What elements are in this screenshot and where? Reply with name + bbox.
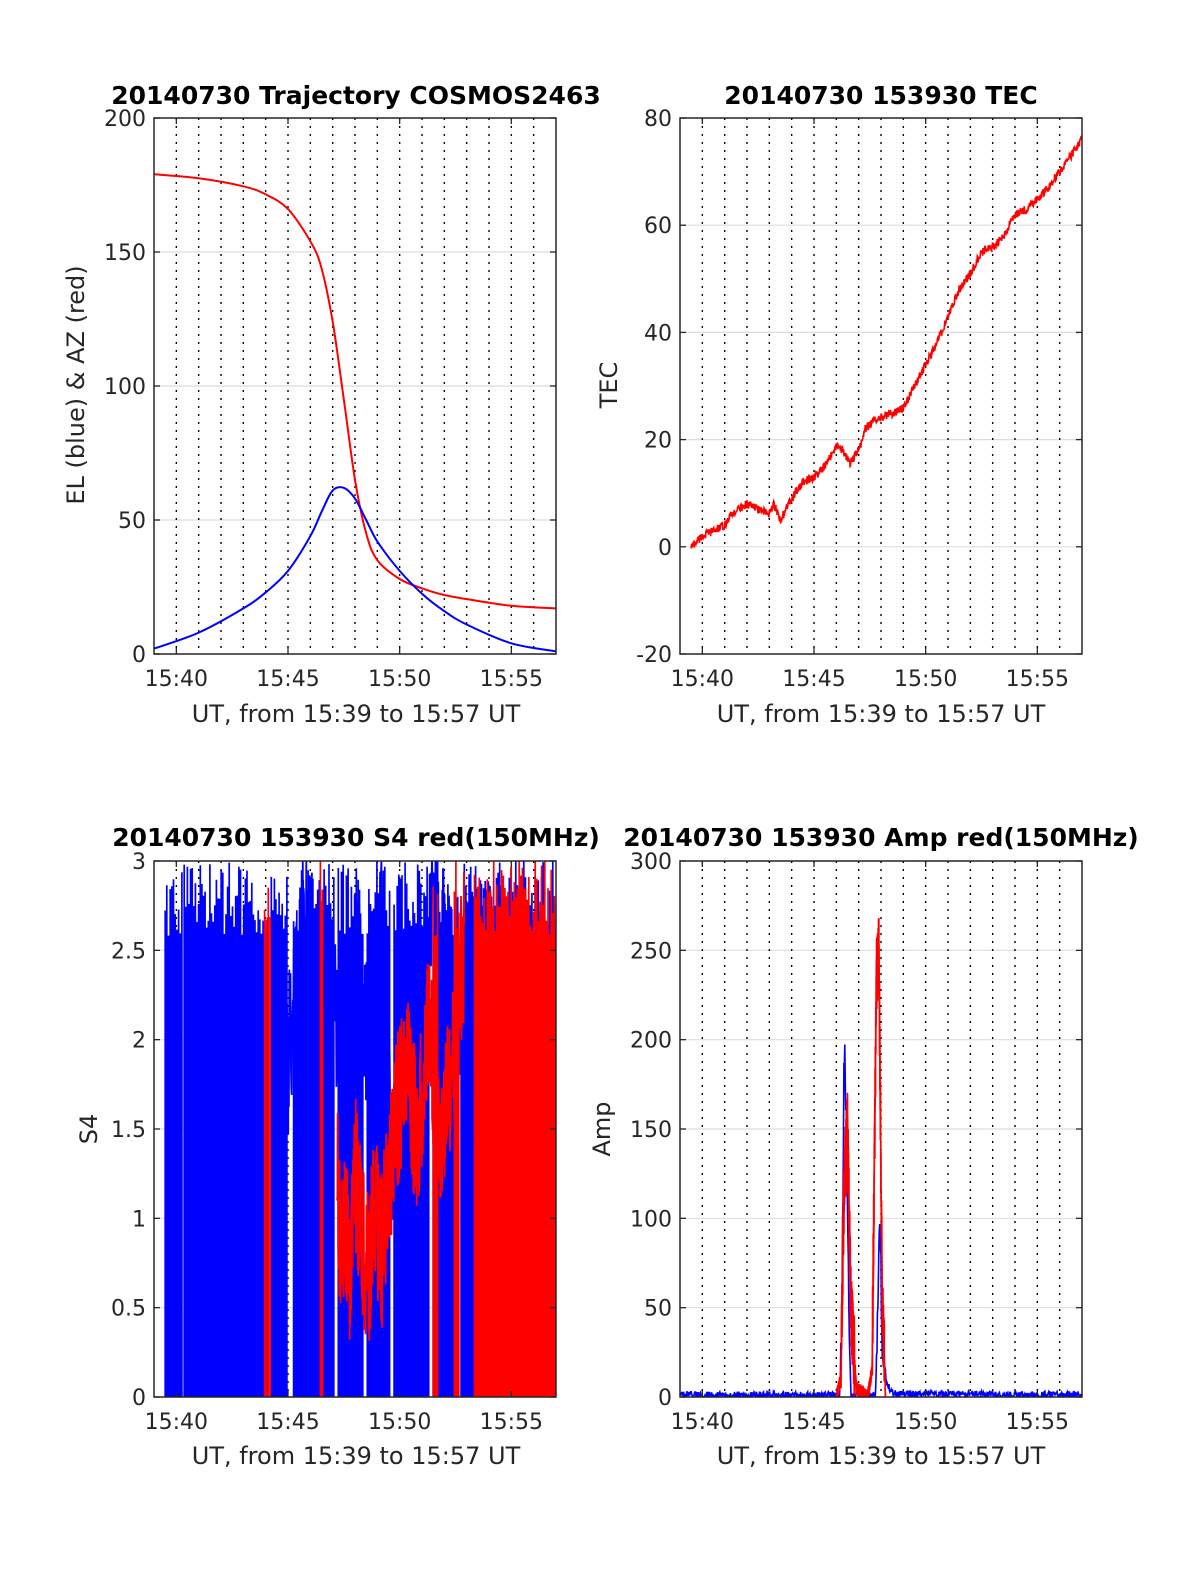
x-tick-label: 15:45 — [782, 1410, 845, 1435]
panel-trajectory: 20140730 Trajectory COSMOS2463 UT, from … — [62, 81, 601, 728]
series-line-blue-band — [183, 862, 269, 1397]
y-tick-label: 2.5 — [111, 939, 146, 964]
series-line-red-band — [473, 861, 556, 1397]
x-tick-label: 15:50 — [894, 1410, 957, 1435]
y-tick-label: 3 — [132, 850, 146, 875]
panel-title: 20140730 Trajectory COSMOS2463 — [111, 81, 601, 110]
series-line-blue — [278, 861, 486, 1248]
y-axis-label: TEC — [595, 362, 623, 410]
y-tick-label: 50 — [118, 509, 146, 534]
series-group — [164, 861, 556, 1397]
panel-tec: 20140730 153930 TEC UT, from 15:39 to 15… — [595, 81, 1083, 728]
panel-title: 20140730 153930 TEC — [724, 81, 1037, 110]
y-tick-label: 1.5 — [111, 1118, 146, 1143]
y-tick-label: 0.5 — [111, 1297, 146, 1322]
x-tick-label: 15:55 — [1006, 667, 1069, 692]
x-tick-label: 15:45 — [782, 667, 845, 692]
y-tick-label: 2 — [132, 1029, 146, 1054]
y-tick-label: 40 — [644, 321, 672, 346]
y-tick-label: 80 — [644, 107, 672, 132]
series-line-red-band — [453, 861, 460, 1397]
y-tick-label: 0 — [132, 1386, 146, 1411]
series-line-red-band — [319, 861, 324, 1397]
y-tick-label: 0 — [132, 643, 146, 668]
series-line-red — [835, 918, 887, 1397]
series-group — [690, 135, 1082, 549]
x-axis-label: UT, from 15:39 to 15:57 UT — [717, 700, 1046, 728]
axes-box — [679, 117, 1083, 655]
panel-title: 20140730 153930 S4 red(150MHz) — [112, 823, 600, 852]
panel-amp: 20140730 153930 Amp red(150MHz) UT, from… — [588, 823, 1139, 1470]
y-tick-label: 100 — [630, 1207, 672, 1232]
panel-s4: 20140730 153930 S4 red(150MHz) UT, from … — [75, 823, 600, 1470]
y-tick-label: 0 — [658, 536, 672, 561]
series-line-red-band — [263, 887, 271, 1397]
series-line-blue — [154, 486, 556, 653]
x-tick-label: 15:55 — [1006, 1410, 1069, 1435]
x-tick-label: 15:40 — [671, 667, 734, 692]
x-tick-label: 15:50 — [894, 667, 957, 692]
x-axis-label: UT, from 15:39 to 15:57 UT — [717, 1442, 1046, 1470]
y-tick-label: -20 — [636, 643, 672, 668]
y-tick-label: 150 — [630, 1118, 672, 1143]
series-group — [154, 173, 556, 653]
y-tick-label: 60 — [644, 214, 672, 239]
x-tick-label: 15:45 — [256, 1410, 319, 1435]
series-line-red — [154, 173, 556, 610]
y-tick-label: 300 — [630, 850, 672, 875]
y-axis-label: EL (blue) & AZ (red) — [62, 265, 90, 504]
x-tick-label: 15:55 — [480, 667, 543, 692]
series-line-red — [336, 872, 466, 1341]
y-tick-label: 200 — [104, 107, 146, 132]
series-line-blue-band — [164, 872, 183, 1397]
x-tick-label: 15:45 — [256, 667, 319, 692]
x-tick-label: 15:50 — [368, 1410, 431, 1435]
y-tick-label: 50 — [644, 1297, 672, 1322]
y-tick-label: 0 — [658, 1386, 672, 1411]
x-tick-label: 15:55 — [480, 1410, 543, 1435]
series-line-red — [690, 135, 1082, 549]
y-axis-label: Amp — [588, 1101, 616, 1156]
y-tick-label: 20 — [644, 429, 672, 454]
y-axis-label: S4 — [75, 1114, 103, 1145]
y-tick-label: 1 — [132, 1207, 146, 1232]
y-tick-label: 250 — [630, 939, 672, 964]
y-tick-label: 200 — [630, 1029, 672, 1054]
x-tick-label: 15:50 — [368, 667, 431, 692]
y-tick-label: 100 — [104, 375, 146, 400]
panel-title: 20140730 153930 Amp red(150MHz) — [623, 823, 1139, 852]
x-tick-label: 15:40 — [671, 1410, 734, 1435]
x-tick-label: 15:40 — [145, 667, 208, 692]
x-axis-label: UT, from 15:39 to 15:57 UT — [192, 700, 521, 728]
x-axis-label: UT, from 15:39 to 15:57 UT — [192, 1442, 521, 1470]
x-tick-label: 15:40 — [145, 1410, 208, 1435]
y-tick-label: 150 — [104, 241, 146, 266]
